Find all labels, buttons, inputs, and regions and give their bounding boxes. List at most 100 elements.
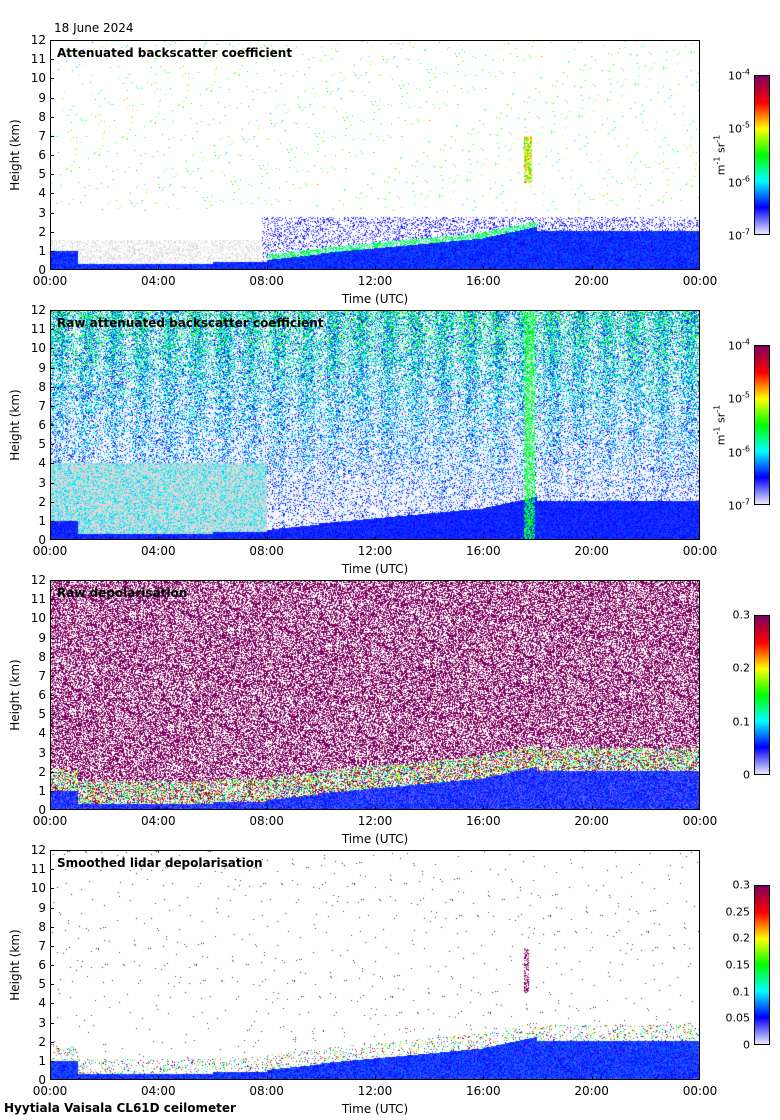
x-tick-label: 00:00: [32, 274, 68, 288]
colorbar-tick-label: 0.3: [733, 879, 751, 892]
colorbar-gradient: [755, 616, 769, 774]
colorbar-tick-exponent: -6: [742, 174, 750, 184]
y-tick-label: 10: [30, 341, 46, 356]
colorbar-tick-base: 0.3: [732, 608, 751, 622]
colorbar-tick-label: 10-6: [728, 174, 750, 189]
colorbar-tick-label: 0.05: [726, 1012, 751, 1025]
y-tick-mark: [50, 40, 54, 41]
y-tick-mark: [50, 155, 54, 156]
y-tick-mark: [50, 135, 54, 137]
instrument-footer: Hyytiala Vaisala CL61D ceilometer: [4, 1101, 236, 1115]
y-tick-label: 1: [38, 513, 46, 528]
y-tick-mark: [50, 1079, 54, 1080]
colorbar-tick-exponent: -5: [742, 121, 750, 130]
y-tick-mark: [50, 212, 54, 214]
panel-smoothed-depolarisation: Smoothed lidar depolarisation Height (km)…: [0, 843, 780, 1120]
x-tick-mark: [158, 266, 160, 270]
colorbar-tick-exponent: -7: [742, 227, 750, 237]
y-tick-label: 9: [38, 900, 46, 915]
x-tick-label: 00:00: [682, 544, 718, 558]
y-tick-mark: [50, 656, 54, 658]
x-tick-mark: [483, 266, 485, 270]
y-tick-mark: [50, 888, 54, 890]
y-tick-label: 2: [38, 764, 46, 779]
colorbar-tick-base: 10: [728, 122, 743, 136]
colorbar-tick-base: 0.25: [725, 905, 751, 919]
y-tick-mark: [50, 482, 54, 484]
y-tick-label: 11: [30, 862, 46, 877]
colorbar-unit: m-1 sr-1: [713, 135, 728, 175]
unit-m: m: [714, 434, 728, 446]
x-tick-label: 00:00: [32, 814, 68, 828]
colorbar: [754, 885, 770, 1045]
x-axis-label: Time (UTC): [341, 832, 409, 846]
y-tick-mark: [50, 618, 54, 620]
panel-raw-attenuated-backscatter: Raw attenuated backscatter coefficient He…: [0, 303, 780, 580]
y-tick-label: 7: [38, 668, 46, 683]
y-tick-mark: [50, 1060, 54, 1062]
y-tick-label: 1: [38, 1053, 46, 1068]
colorbar-tick-label: 0.2: [733, 662, 751, 675]
heatmap-image: [51, 311, 699, 539]
x-tick-label: 08:00: [249, 274, 284, 288]
x-tick-mark: [50, 806, 51, 810]
y-tick-label: 3: [38, 745, 46, 760]
x-tick-label: 00:00: [32, 544, 68, 558]
x-tick-label: 20:00: [574, 544, 609, 558]
colorbar-tick-label: 0: [743, 769, 750, 782]
y-tick-label: 8: [38, 379, 46, 394]
y-tick-label: 10: [30, 71, 46, 86]
y-tick-label: 4: [38, 996, 46, 1011]
unit-sr: sr: [714, 412, 728, 427]
unit-m-exponent: -1: [712, 156, 722, 165]
y-tick-label: 5: [38, 977, 46, 992]
y-tick-mark: [50, 984, 54, 986]
y-tick-mark: [50, 174, 54, 176]
colorbar-tick-label: 0.15: [726, 959, 751, 972]
x-tick-mark: [158, 1076, 160, 1080]
colorbar-tick-base: 0.2: [732, 931, 751, 945]
colorbar-gradient: [755, 76, 769, 234]
y-tick-mark: [50, 329, 54, 331]
y-tick-label: 12: [30, 573, 46, 587]
x-tick-mark: [158, 806, 160, 810]
y-tick-label: 6: [38, 958, 46, 972]
y-tick-mark: [50, 386, 54, 388]
x-tick-mark: [483, 806, 485, 810]
y-tick-label: 0: [38, 533, 46, 547]
y-tick-label: 10: [30, 611, 46, 626]
y-tick-mark: [50, 520, 54, 522]
y-tick-mark: [50, 116, 54, 118]
colorbar-tick-label: 10-5: [728, 121, 750, 136]
y-tick-label: 3: [38, 475, 46, 490]
x-tick-label: 16:00: [466, 814, 501, 828]
x-tick-mark: [699, 806, 700, 810]
x-tick-mark: [158, 536, 160, 540]
x-tick-label: 12:00: [357, 814, 393, 828]
y-tick-label: 9: [38, 630, 46, 645]
y-tick-label: 5: [38, 167, 46, 182]
colorbar-tick-base: 10: [728, 392, 743, 406]
colorbar: [754, 75, 770, 235]
y-tick-label: 5: [38, 437, 46, 452]
y-tick-mark: [50, 97, 54, 99]
colorbar-tick-base: 0.1: [732, 985, 751, 999]
y-tick-mark: [50, 444, 54, 446]
x-tick-label: 08:00: [249, 1084, 284, 1098]
colorbar-tick-label: 0.2: [733, 932, 751, 945]
x-tick-mark: [266, 536, 268, 540]
y-tick-mark: [50, 1041, 54, 1043]
colorbar-tick-base: 10: [728, 175, 743, 189]
y-tick-label: 9: [38, 90, 46, 105]
x-tick-mark: [266, 1076, 268, 1080]
x-tick-label: 16:00: [466, 274, 501, 288]
y-tick-mark: [50, 714, 54, 716]
x-tick-label: 04:00: [141, 814, 176, 828]
y-tick-label: 5: [38, 707, 46, 722]
y-tick-label: 3: [38, 205, 46, 220]
y-tick-label: 8: [38, 109, 46, 124]
colorbar-tick-label: 10-4: [728, 338, 750, 353]
plot-area: Raw attenuated backscatter coefficient: [50, 310, 700, 540]
y-tick-label: 12: [30, 843, 46, 857]
colorbar-tick-label: 0.1: [733, 715, 751, 728]
